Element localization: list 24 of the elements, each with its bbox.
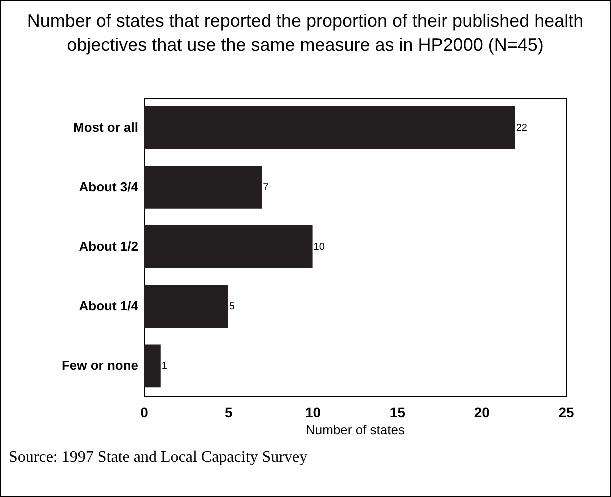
x-axis-title: Number of states xyxy=(306,422,406,438)
data-label: 1 xyxy=(162,361,168,372)
x-tick-label: 5 xyxy=(225,404,233,420)
x-tick-label: 25 xyxy=(558,404,574,420)
bar xyxy=(144,285,228,328)
y-tick-label: Few or none xyxy=(62,358,138,374)
data-label: 5 xyxy=(229,302,236,313)
data-label: 10 xyxy=(314,242,326,253)
y-tick-label: About 1/2 xyxy=(79,239,138,254)
y-tick-label: About 3/4 xyxy=(79,179,140,194)
x-tick-label: 20 xyxy=(474,404,490,420)
y-tick-label: About 1/4 xyxy=(79,298,140,314)
source-note: Source: 1997 State and Local Capacity Survey xyxy=(9,449,308,467)
data-label: 7 xyxy=(263,182,270,194)
y-tick-label: Most or all xyxy=(73,120,138,135)
bar xyxy=(144,226,313,268)
x-tick-label: 10 xyxy=(306,404,322,420)
bar xyxy=(144,106,516,150)
x-tick-label: 15 xyxy=(390,404,406,420)
chart-title: Number of states that reported the proportion of their published health objectives that use the same measure as in HP2000 (N=45) xyxy=(26,10,585,57)
x-tick-label: 0 xyxy=(140,404,149,420)
data-label: 22 xyxy=(516,122,528,134)
bar xyxy=(144,166,262,209)
bar xyxy=(144,344,161,388)
